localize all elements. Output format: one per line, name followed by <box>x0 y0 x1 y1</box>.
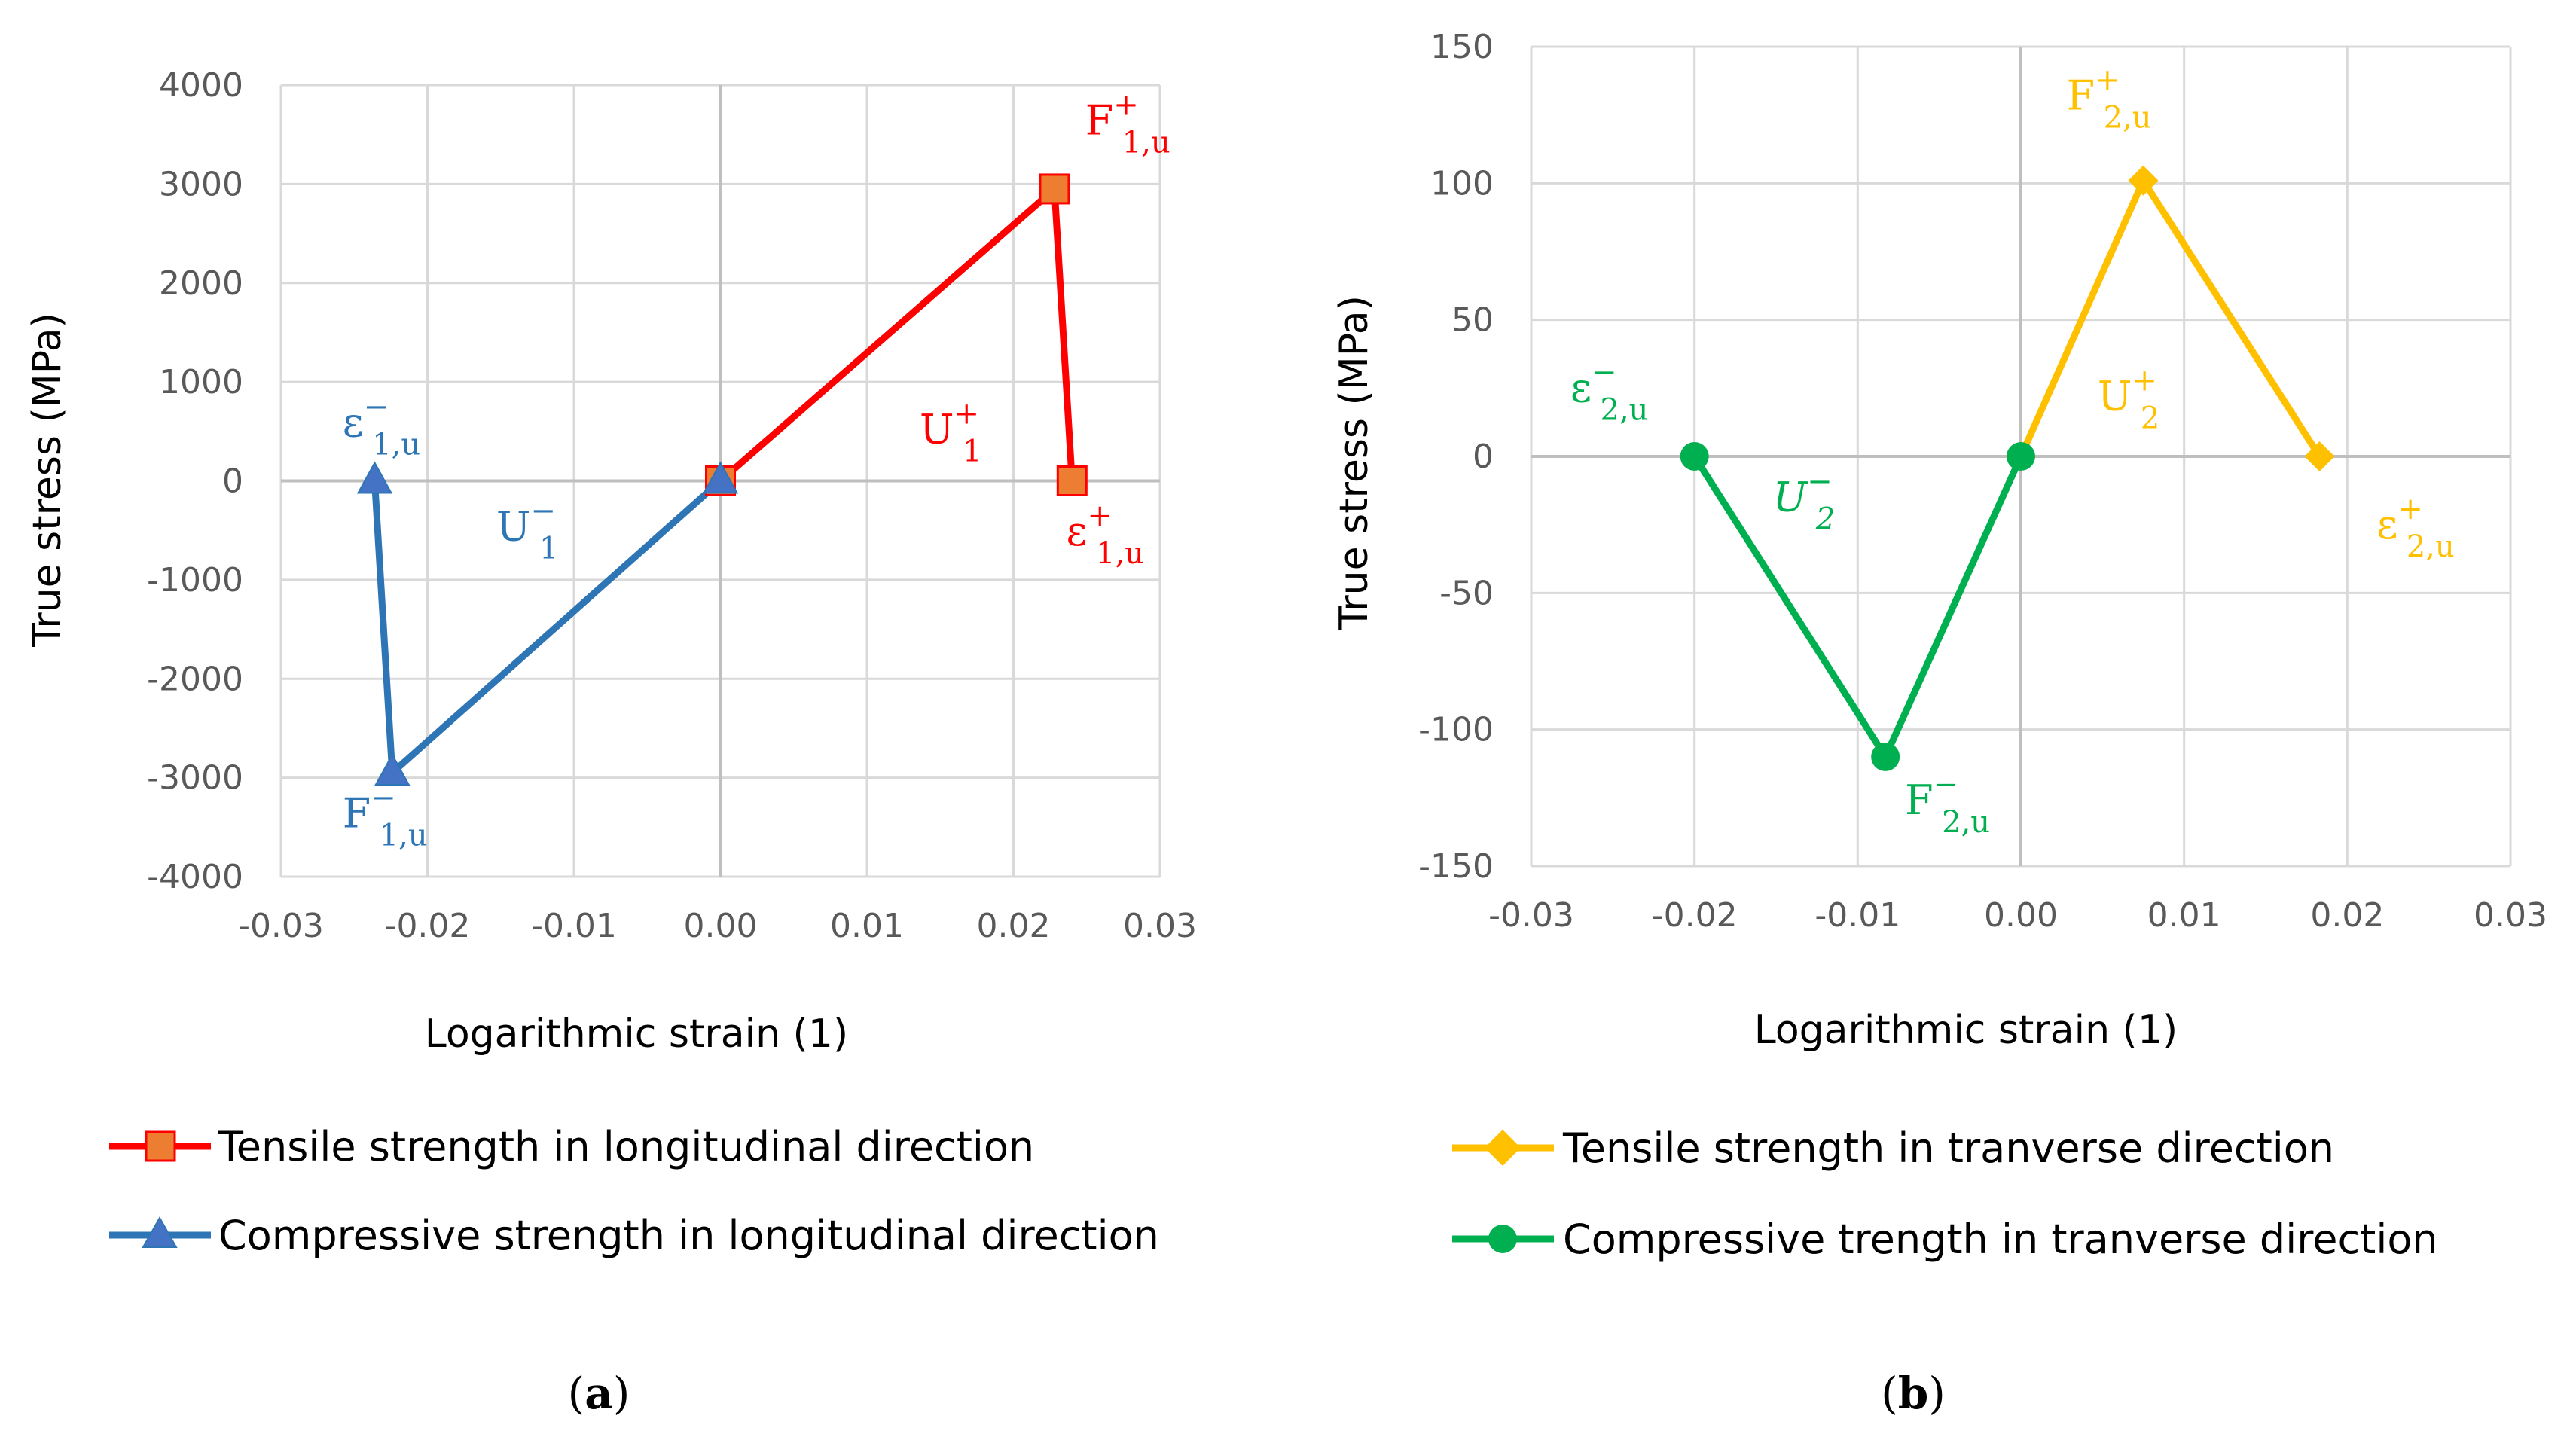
chart-a-y-axis-title: True stress (MPa) <box>25 313 70 648</box>
legend-item-tensile-transverse: Tensile strength in tranverse direction <box>1452 1124 2334 1172</box>
chart-a-series-1-point <box>356 461 393 494</box>
chart-b-series-1-point <box>2007 442 2035 471</box>
chart-a-legend: Tensile strength in longitudinal directi… <box>109 1123 1159 1259</box>
chart-b-y-tick-label: 50 <box>1451 301 1494 340</box>
chart-b-y-tick-labels: 150 100 50 0 -50 -100 -150 <box>1418 28 1494 886</box>
chart-a-x-tick-label: -0.02 <box>385 907 471 945</box>
legend-square-marker-icon <box>145 1130 176 1162</box>
chart-b-annotation-1: U+ 2 <box>2098 363 2159 435</box>
chart-b-annotations: F+ 2,u U+ 2 ε+ 2,u ε− 2,u U− 2 F− 2,u <box>1570 63 2455 840</box>
chart-b-x-tick-label: 0.03 <box>2474 896 2547 935</box>
chart-b-x-axis-title: Logarithmic strain (1) <box>1754 1008 2178 1053</box>
chart-b-annotation-4: U− 2 <box>1773 465 1835 537</box>
chart-b-series-0-point <box>2128 165 2159 196</box>
chart-b-x-tick-label: -0.03 <box>1488 896 1574 935</box>
chart-a-annotation-3: ε− 1,u <box>343 389 420 462</box>
legend-label-compressive-longitudinal: Compressive strength in longitudinal dir… <box>218 1212 1159 1259</box>
chart-b-y-tick-label: 0 <box>1473 438 1494 476</box>
chart-b: 150 100 50 0 -50 -100 -150 -0.03 -0.02 -0.01 0.00… <box>1332 28 2547 1419</box>
chart-a-series-0-point <box>1056 465 1088 496</box>
chart-a-annotation-5: F− 1,u <box>343 780 428 853</box>
chart-b-y-tick-label: 150 <box>1430 28 1494 66</box>
chart-a-annotation-1: ε+ 1,u <box>1067 499 1144 571</box>
legend-label-compressive-transverse: Compressive trength in tranverse directi… <box>1563 1216 2438 1263</box>
chart-b-y-tick-label: 100 <box>1430 164 1494 203</box>
chart-a: 4000 3000 2000 1000 0 -1000 -2000 -3000 -4000 -0… <box>25 66 1197 1419</box>
chart-b-y-tick-label: -50 <box>1439 574 1494 612</box>
chart-a-x-tick-labels: -0.03 -0.02 -0.01 0.00 0.01 0.02 0.03 <box>238 907 1197 945</box>
legend-label-tensile-transverse: Tensile strength in tranverse direction <box>1562 1124 2334 1172</box>
chart-a-x-tick-label: 0.01 <box>830 907 904 945</box>
chart-b-x-tick-label: 0.00 <box>1984 896 2058 935</box>
legend-item-compressive-transverse: Compressive trength in tranverse directi… <box>1452 1216 2438 1263</box>
legend-item-tensile-longitudinal: Tensile strength in longitudinal directi… <box>109 1123 1034 1170</box>
chart-b-y-tick-label: -150 <box>1418 847 1494 886</box>
chart-b-legend: Tensile strength in tranverse direction … <box>1452 1124 2438 1263</box>
chart-a-y-tick-label: 4000 <box>159 66 243 105</box>
chart-a-annotation-2: U+ 1 <box>920 397 981 469</box>
chart-a-markers <box>356 173 1088 786</box>
chart-a-annotation-0: F+ 1,u <box>1085 88 1170 160</box>
chart-b-x-tick-labels: -0.03 -0.02 -0.01 0.00 0.01 0.02 0.03 <box>1488 896 2547 935</box>
chart-b-annotation-0: F+ 2,u <box>2067 63 2152 135</box>
chart-b-series-0-point <box>2304 441 2335 471</box>
chart-a-y-tick-label: 1000 <box>159 363 243 401</box>
chart-b-x-tick-label: 0.01 <box>2147 896 2221 935</box>
chart-b-annotation-2: ε+ 2,u <box>2376 492 2454 564</box>
chart-a-y-tick-label: 3000 <box>159 165 243 203</box>
chart-a-y-tick-label: -2000 <box>147 660 243 698</box>
chart-b-series-lines <box>1691 177 2323 761</box>
chart-a-annotations: F+ 1,u ε+ 1,u U+ 1 ε− 1,u U− 1 F− 1,u <box>343 88 1170 853</box>
chart-b-x-tick-label: 0.02 <box>2310 896 2384 935</box>
legend-item-compressive-longitudinal: Compressive strength in longitudinal dir… <box>109 1212 1159 1259</box>
chart-b-series-0-line <box>2017 177 2323 459</box>
chart-a-y-tick-label: -1000 <box>147 561 243 599</box>
chart-a-y-tick-label: -4000 <box>147 858 243 896</box>
legend-triangle-marker-icon <box>142 1216 178 1248</box>
chart-a-x-tick-label: 0.00 <box>684 907 758 945</box>
chart-a-y-tick-label: -3000 <box>147 759 243 798</box>
legend-label-tensile-longitudinal: Tensile strength in longitudinal directi… <box>218 1123 1034 1170</box>
chart-a-y-tick-labels: 4000 3000 2000 1000 0 -1000 -2000 -3000 -4000 <box>147 66 243 896</box>
panel-label-a: (a) <box>568 1368 630 1419</box>
chart-a-y-tick-label: 2000 <box>159 264 243 303</box>
chart-b-markers <box>1680 165 2335 771</box>
chart-a-y-tick-label: 0 <box>222 462 243 501</box>
chart-a-x-tick-label: 0.02 <box>977 907 1051 945</box>
chart-b-series-1-point <box>1680 442 1709 471</box>
chart-a-x-tick-label: 0.03 <box>1123 907 1197 945</box>
chart-a-series-0-point <box>1039 173 1070 205</box>
chart-b-x-tick-label: -0.02 <box>1652 896 1738 935</box>
legend-circle-marker-icon <box>1488 1225 1517 1253</box>
chart-b-y-axis-title: True stress (MPa) <box>1332 295 1377 630</box>
chart-b-annotation-3: ε− 2,u <box>1570 355 1648 427</box>
chart-a-x-axis-title: Logarithmic strain (1) <box>425 1011 848 1057</box>
legend-diamond-marker-icon <box>1485 1130 1521 1166</box>
chart-b-x-tick-label: -0.01 <box>1814 896 1900 935</box>
chart-a-series-1-point <box>702 461 739 494</box>
chart-b-annotation-5: F− 2,u <box>1905 767 1990 840</box>
chart-a-x-tick-label: -0.03 <box>238 907 324 945</box>
chart-a-x-tick-label: -0.01 <box>531 907 617 945</box>
chart-a-series-1-point <box>374 752 411 786</box>
chart-a-annotation-4: U− 1 <box>496 493 558 566</box>
chart-b-series-1-point <box>1871 742 1900 771</box>
chart-a-series-0-line <box>718 185 1076 484</box>
chart-b-y-tick-label: -100 <box>1418 711 1494 749</box>
panel-label-b: (b) <box>1881 1368 1946 1419</box>
